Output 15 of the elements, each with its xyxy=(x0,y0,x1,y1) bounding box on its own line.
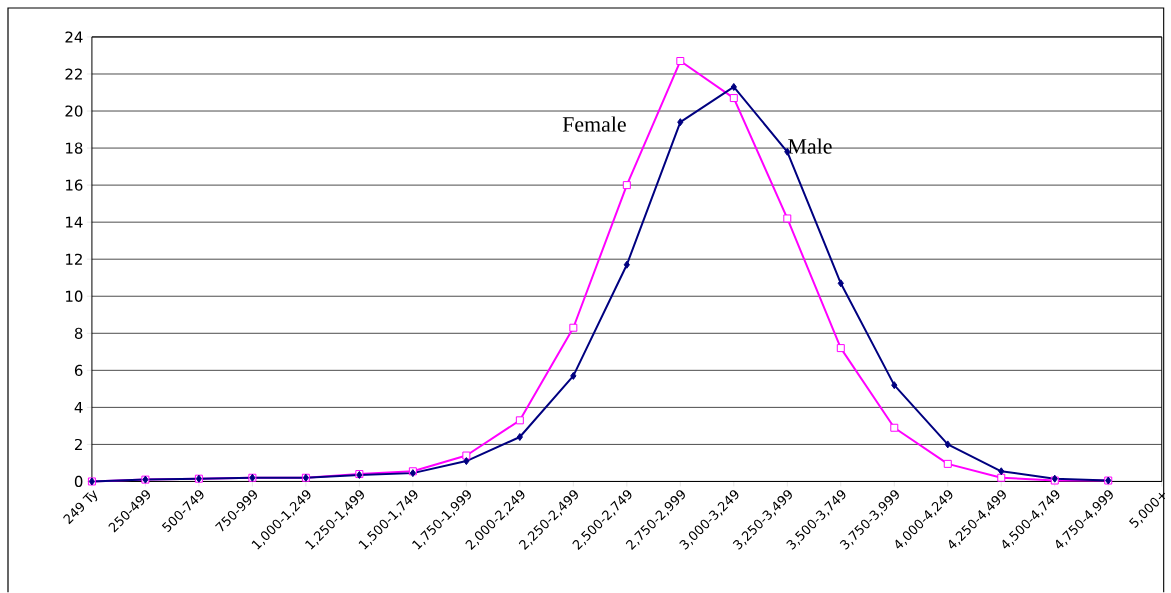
y-tick-label: 18 xyxy=(66,142,83,154)
y-tick-label: 14 xyxy=(66,216,83,228)
y-tick-label: 0 xyxy=(74,475,83,488)
y-tick-label: 16 xyxy=(66,179,83,191)
series-label: Female xyxy=(562,116,626,132)
series-label: Male xyxy=(788,138,832,154)
y-tick-label: 6 xyxy=(74,364,83,377)
y-tick-label: 10 xyxy=(66,290,83,302)
y-tick-label: 20 xyxy=(65,105,83,117)
y-tick-label: 22 xyxy=(65,68,82,80)
y-tick-label: 4 xyxy=(74,401,83,413)
y-tick-label: 2 xyxy=(74,438,82,450)
y-tick-label: 24 xyxy=(65,31,83,43)
y-tick-label: 12 xyxy=(66,253,82,265)
y-tick-label: 8 xyxy=(74,327,83,339)
